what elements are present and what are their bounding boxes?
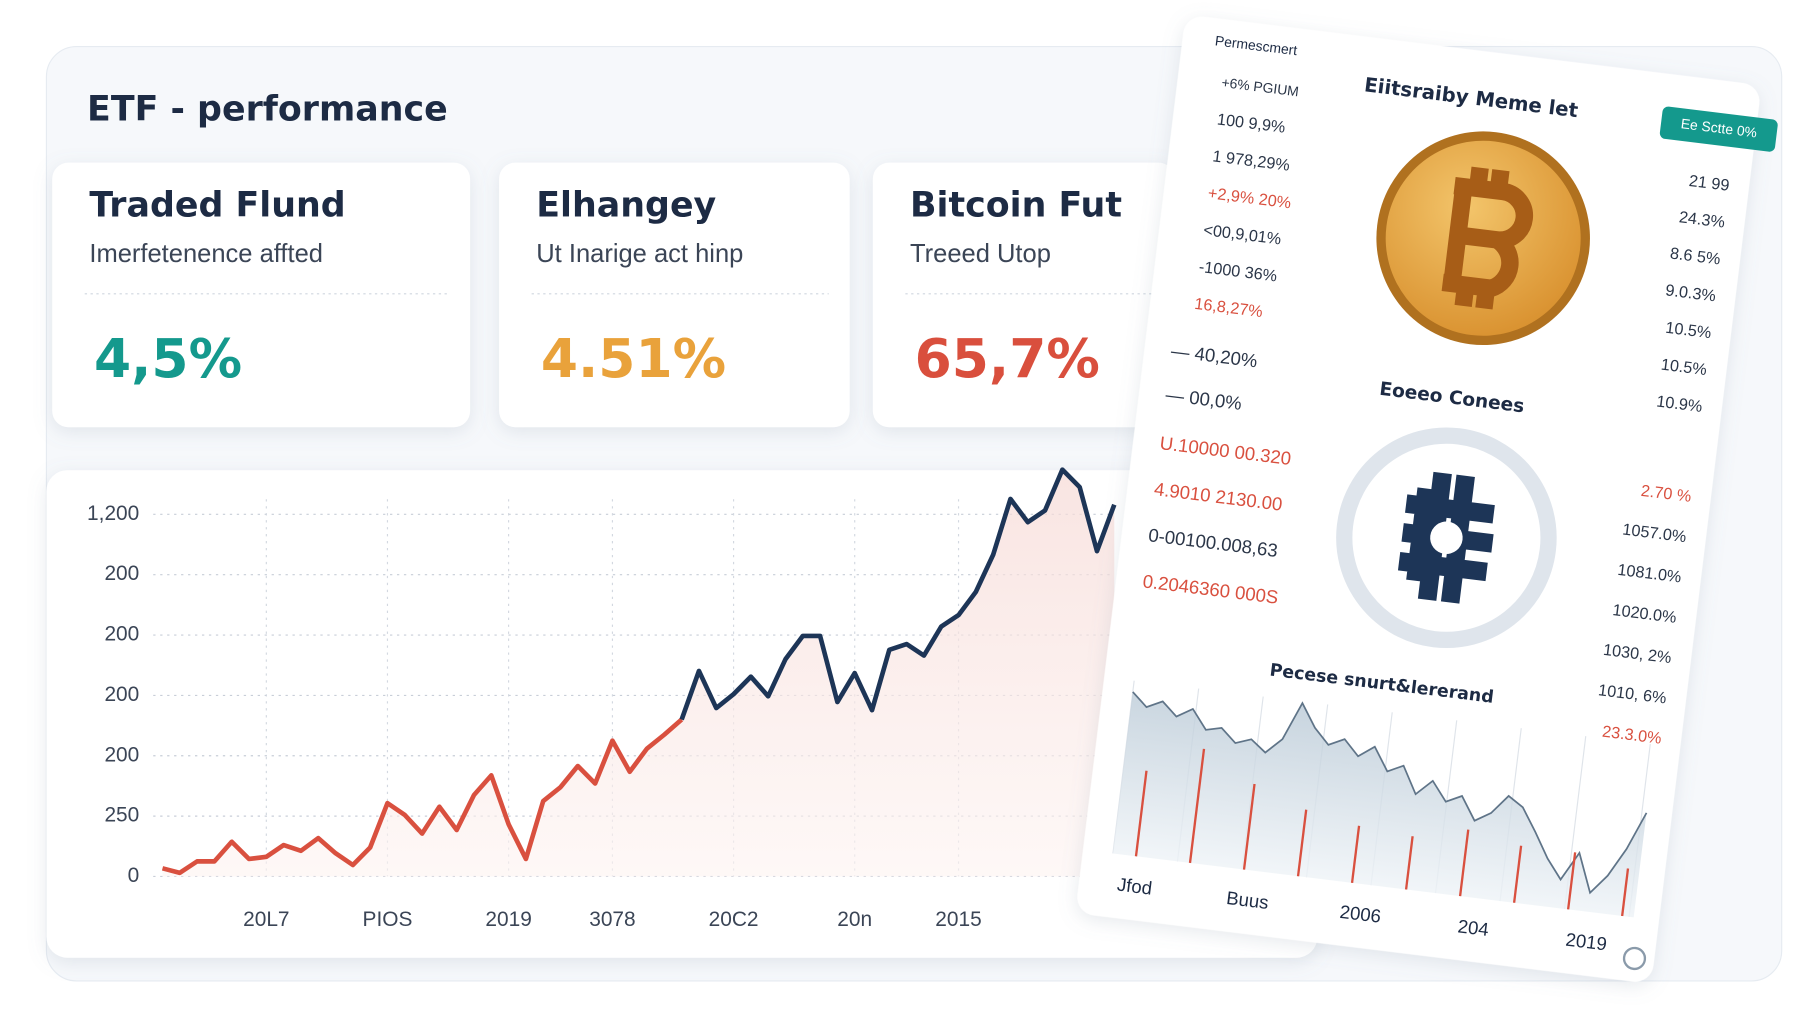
page-title: ETF - performance	[87, 89, 448, 129]
card-title: Bitcoin Fut	[910, 186, 1122, 226]
x-tick-label: 20L7	[243, 908, 289, 931]
mini-spike	[1404, 836, 1414, 890]
y-tick-label: 200	[104, 743, 139, 766]
mini-x-label: Jfod	[1116, 874, 1153, 899]
x-tick-label: 2015	[935, 908, 981, 931]
x-tick-label: 2019	[485, 908, 531, 931]
mini-spike	[1512, 845, 1523, 903]
y-tick-label: 250	[104, 804, 139, 827]
card	[872, 162, 1175, 428]
mini-spike	[1350, 825, 1361, 883]
card-subtitle: Treeed Utop	[910, 240, 1051, 268]
card-value: 4.51%	[541, 327, 726, 390]
coin-symbol	[1441, 166, 1534, 310]
y-tick-label: 200	[104, 562, 139, 585]
cards: Traded Flund Imerfetenence affted 4,5% Elha…	[52, 162, 1175, 428]
side-panel: Permescmert Eiitsraiby Meme let Ee Sctte…	[1077, 16, 1778, 982]
mini-spike	[1458, 829, 1470, 897]
card-title: Traded Flund	[89, 186, 345, 226]
x-tick-label: 20n	[837, 908, 872, 931]
card-subtitle: Imerfetenence affted	[89, 240, 323, 268]
right-item: 21 99	[1688, 172, 1731, 195]
card-value: 4,5%	[94, 327, 242, 390]
card	[499, 162, 850, 428]
area	[162, 469, 1115, 877]
mini-x-label: Buus	[1225, 887, 1270, 913]
card	[52, 162, 471, 428]
mini-x-label: 204	[1457, 915, 1490, 940]
right-item: 10.5%	[1660, 356, 1708, 379]
settings-icon[interactable]	[1622, 946, 1647, 971]
main-chart: 0 250 200 200 200 200 1,200 20L7 PIOS 2019 3078 20C…	[87, 467, 1117, 931]
mini-spike	[1566, 852, 1577, 910]
mini-x-label: 2019	[1564, 929, 1608, 955]
mini-area	[1112, 691, 1647, 918]
series-line	[161, 717, 684, 876]
y-tick-label: 1,200	[87, 502, 139, 525]
panel-button[interactable]	[1659, 106, 1778, 152]
right-item: 10.5%	[1664, 319, 1712, 342]
series-line	[679, 467, 1117, 721]
mini-spike	[1134, 770, 1148, 857]
y-tick-label: 200	[104, 623, 139, 646]
card-value: 65,7%	[915, 327, 1100, 390]
mini-spike	[1242, 783, 1256, 870]
y-tick-label: 200	[104, 683, 139, 706]
right-item: 24.3%	[1678, 208, 1726, 231]
card-subtitle: Ut Inarige act hinp	[536, 240, 743, 268]
x-tick-label: PIOS	[363, 908, 413, 931]
card-title: Elhangey	[536, 186, 716, 226]
x-tick-label: 3078	[589, 908, 635, 931]
right-item: 10.9%	[1655, 393, 1703, 416]
mini-spike	[1188, 748, 1206, 864]
mini-line	[1132, 691, 1648, 895]
y-tick-label: 0	[128, 864, 140, 887]
mini-spike	[1621, 868, 1630, 917]
x-tick-label: 20C2	[709, 908, 759, 931]
mini-x-label: 2006	[1339, 901, 1383, 927]
coin-hole	[1430, 521, 1463, 555]
mini-chart: Jfod Buus 2006 204 2019	[1112, 680, 1651, 955]
mini-spike	[1296, 809, 1308, 877]
